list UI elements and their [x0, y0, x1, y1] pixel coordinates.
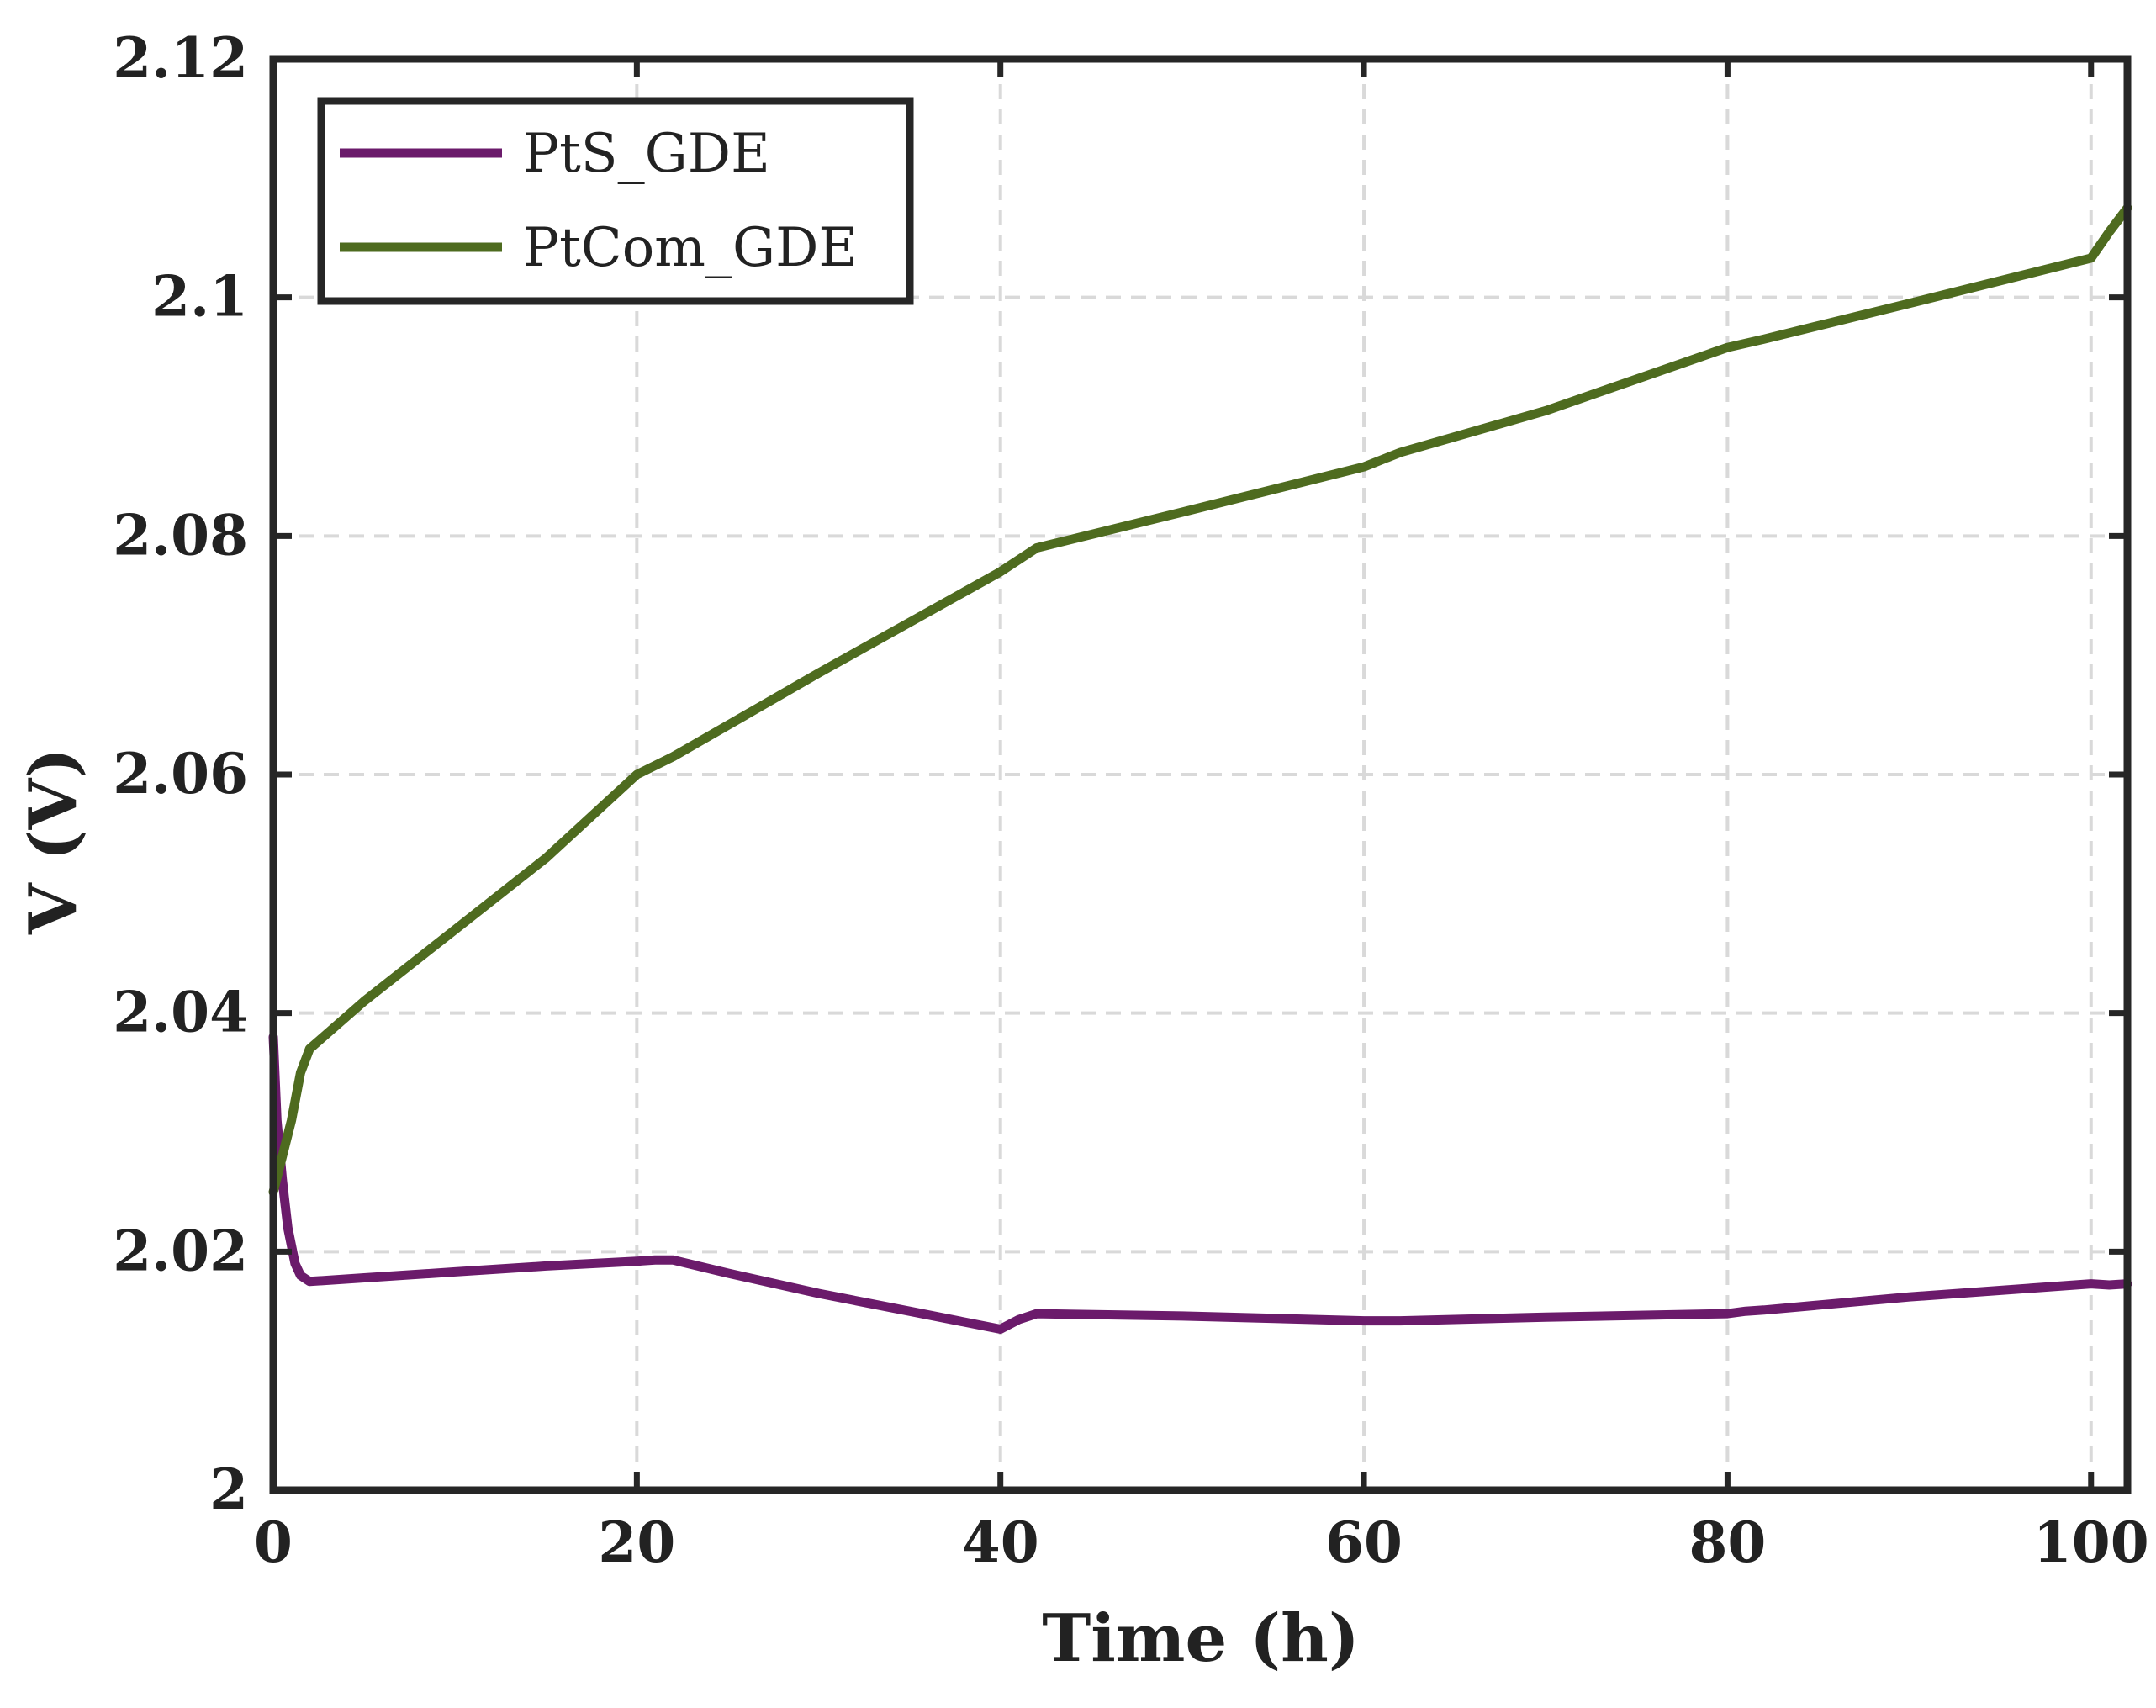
grid-lines	[273, 59, 2127, 1490]
series-line-PtS_GDE	[268, 1032, 2132, 1334]
y-tick-label: 2.12	[113, 25, 248, 91]
x-tick-label: 20	[598, 1510, 675, 1575]
x-tick-label: 80	[1688, 1510, 1766, 1575]
y-tick-label: 2.08	[113, 502, 248, 568]
legend-label: PtCom_GDE	[523, 217, 858, 279]
x-tick-label: 100	[2033, 1510, 2149, 1575]
series-line-PtCom_GDE	[268, 203, 2132, 1197]
y-axis-label: V (V)	[15, 748, 92, 935]
y-tick-label: 2.06	[113, 741, 248, 806]
axes: 0 20 40 60 80 100 2 2.02 2.04 2.06 2.08 2.1 2.12	[113, 25, 2148, 1575]
legend: PtS_GDE PtCom_GDE	[317, 97, 914, 305]
y-tick-label: 2.04	[113, 980, 248, 1045]
x-tick-label: 60	[1325, 1510, 1403, 1575]
x-axis-label: Time (h)	[1042, 1600, 1360, 1677]
legend-label: PtS_GDE	[523, 123, 770, 185]
y-tick-label: 2	[209, 1457, 248, 1522]
legend-box	[317, 97, 914, 305]
x-tick-label: 0	[254, 1510, 293, 1575]
y-tick-label: 2.02	[113, 1218, 248, 1283]
x-tick-label: 40	[962, 1510, 1039, 1575]
series-lines	[268, 203, 2132, 1334]
y-tick-label: 2.1	[151, 264, 248, 330]
